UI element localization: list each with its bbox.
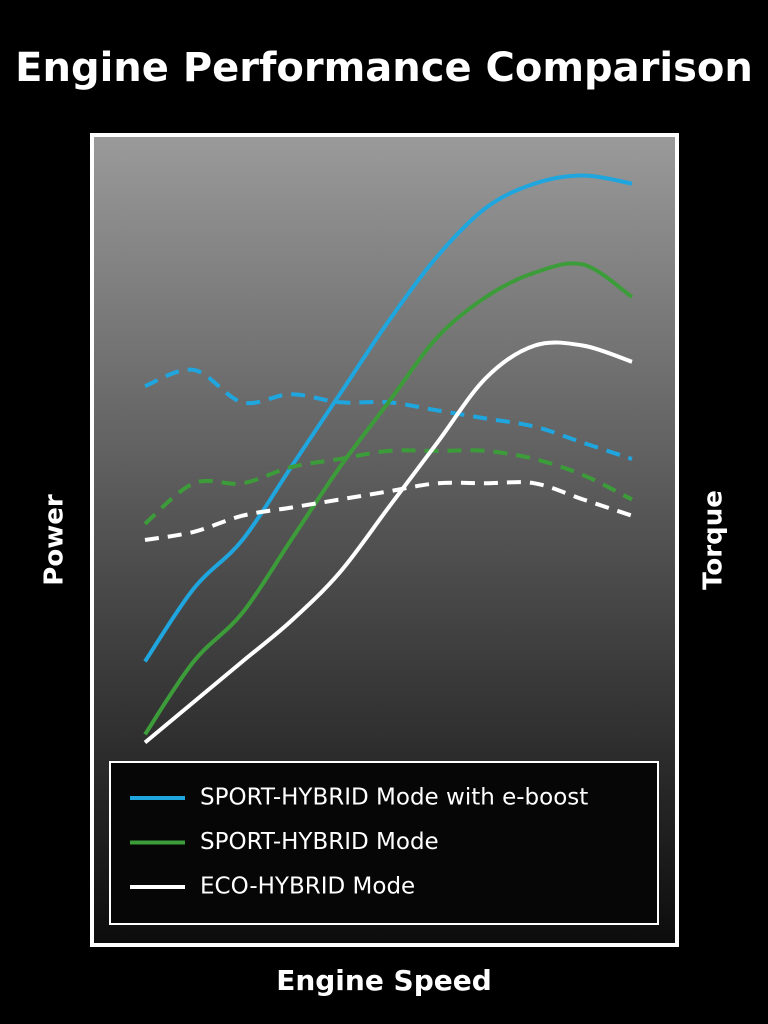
y2-axis-label: Torque: [699, 490, 729, 590]
legend-label: ECO-HYBRID Mode: [200, 874, 415, 900]
torque-line: [143, 448, 633, 526]
legend-box: [109, 761, 659, 925]
lines: [143, 173, 634, 745]
legend-label: SPORT-HYBRID Mode: [200, 829, 439, 855]
y-axis-label: Power: [40, 494, 70, 586]
chart-title: Engine Performance Comparison: [15, 45, 753, 91]
power-line: [143, 173, 633, 663]
legend: SPORT-HYBRID Mode with e-boost SPORT-HYBR…: [109, 761, 659, 925]
power-line: [143, 261, 634, 736]
power-line: [143, 340, 633, 745]
legend-label: SPORT-HYBRID Mode with e-boost: [200, 785, 588, 811]
x-axis-label: Engine Speed: [276, 964, 492, 997]
